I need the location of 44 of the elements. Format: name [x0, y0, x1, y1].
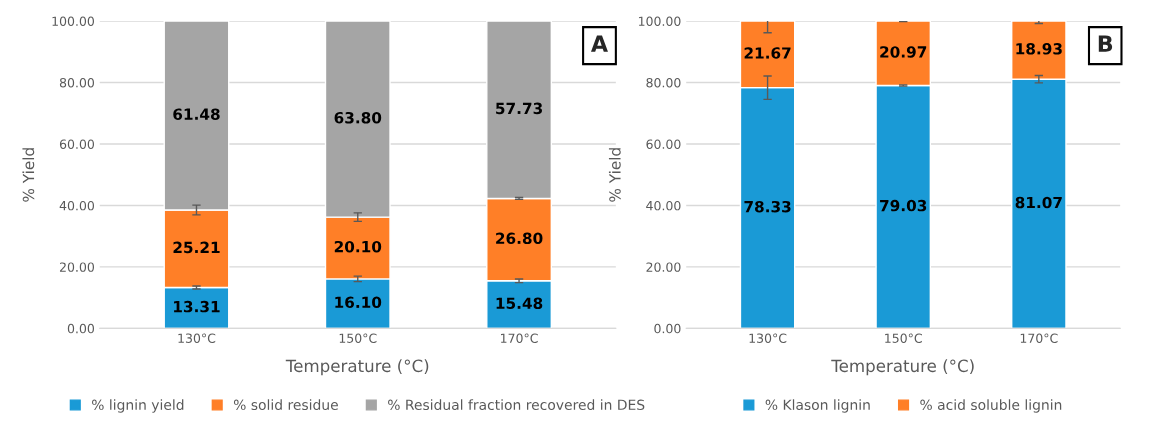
y-tick-label: 0.00 — [654, 323, 681, 334]
data-label: 25.21 — [173, 241, 220, 254]
data-label: 26.80 — [496, 232, 543, 245]
x-tick-label: 130°C — [178, 333, 216, 343]
x-tick-label: 150°C — [885, 333, 922, 343]
y-tick-label: 40.00 — [646, 200, 681, 211]
data-label: 81.07 — [1015, 196, 1062, 209]
x-tick-label: 130°C — [749, 333, 787, 343]
y-tick-label: 20.00 — [59, 262, 95, 272]
data-label: 79.03 — [880, 199, 927, 212]
data-label: 21.67 — [744, 47, 791, 59]
y-axis-title: % Yield — [608, 148, 621, 202]
data-label: 16.10 — [335, 296, 382, 309]
data-label: 61.48 — [173, 108, 220, 120]
x-axis-title: Temperature (°C) — [285, 359, 429, 376]
y-tick-label: 80.00 — [646, 77, 681, 88]
y-axis-title: % Yield — [22, 148, 35, 202]
data-label: 57.73 — [496, 102, 542, 115]
data-label: 63.80 — [334, 111, 382, 124]
y-tick-label: 80.00 — [59, 77, 95, 88]
y-tick-label: 20.00 — [646, 262, 681, 272]
data-label: 20.10 — [334, 240, 382, 253]
y-tick-label: 60.00 — [59, 139, 95, 149]
annotation: B — [1098, 35, 1113, 52]
y-tick-label: 40.00 — [59, 200, 95, 211]
data-label: 18.93 — [1016, 43, 1062, 55]
legend-label: % lignin yield — [92, 399, 184, 413]
y-tick-label: 0.00 — [67, 323, 95, 334]
data-label: 20.97 — [880, 46, 927, 58]
y-tick-label: 100.00 — [638, 16, 681, 26]
data-label: 13.31 — [174, 300, 220, 313]
y-tick-label: 100.00 — [52, 16, 95, 26]
data-label: 15.48 — [496, 297, 543, 310]
annotation: A — [590, 35, 608, 52]
x-axis-title: Temperature (°C) — [831, 359, 974, 376]
y-tick-label: 60.00 — [646, 139, 681, 149]
x-tick-label: 170°C — [1020, 333, 1058, 343]
x-tick-label: 170°C — [501, 333, 538, 343]
legend-label: % acid soluble lignin — [920, 399, 1062, 413]
data-label: 78.33 — [744, 200, 791, 213]
legend-label: % solid residue — [233, 399, 338, 411]
x-tick-label: 150°C — [339, 333, 377, 343]
legend-label: % Residual fraction recovered in DES — [388, 399, 645, 411]
legend-label: % Klason lignin — [765, 399, 870, 413]
